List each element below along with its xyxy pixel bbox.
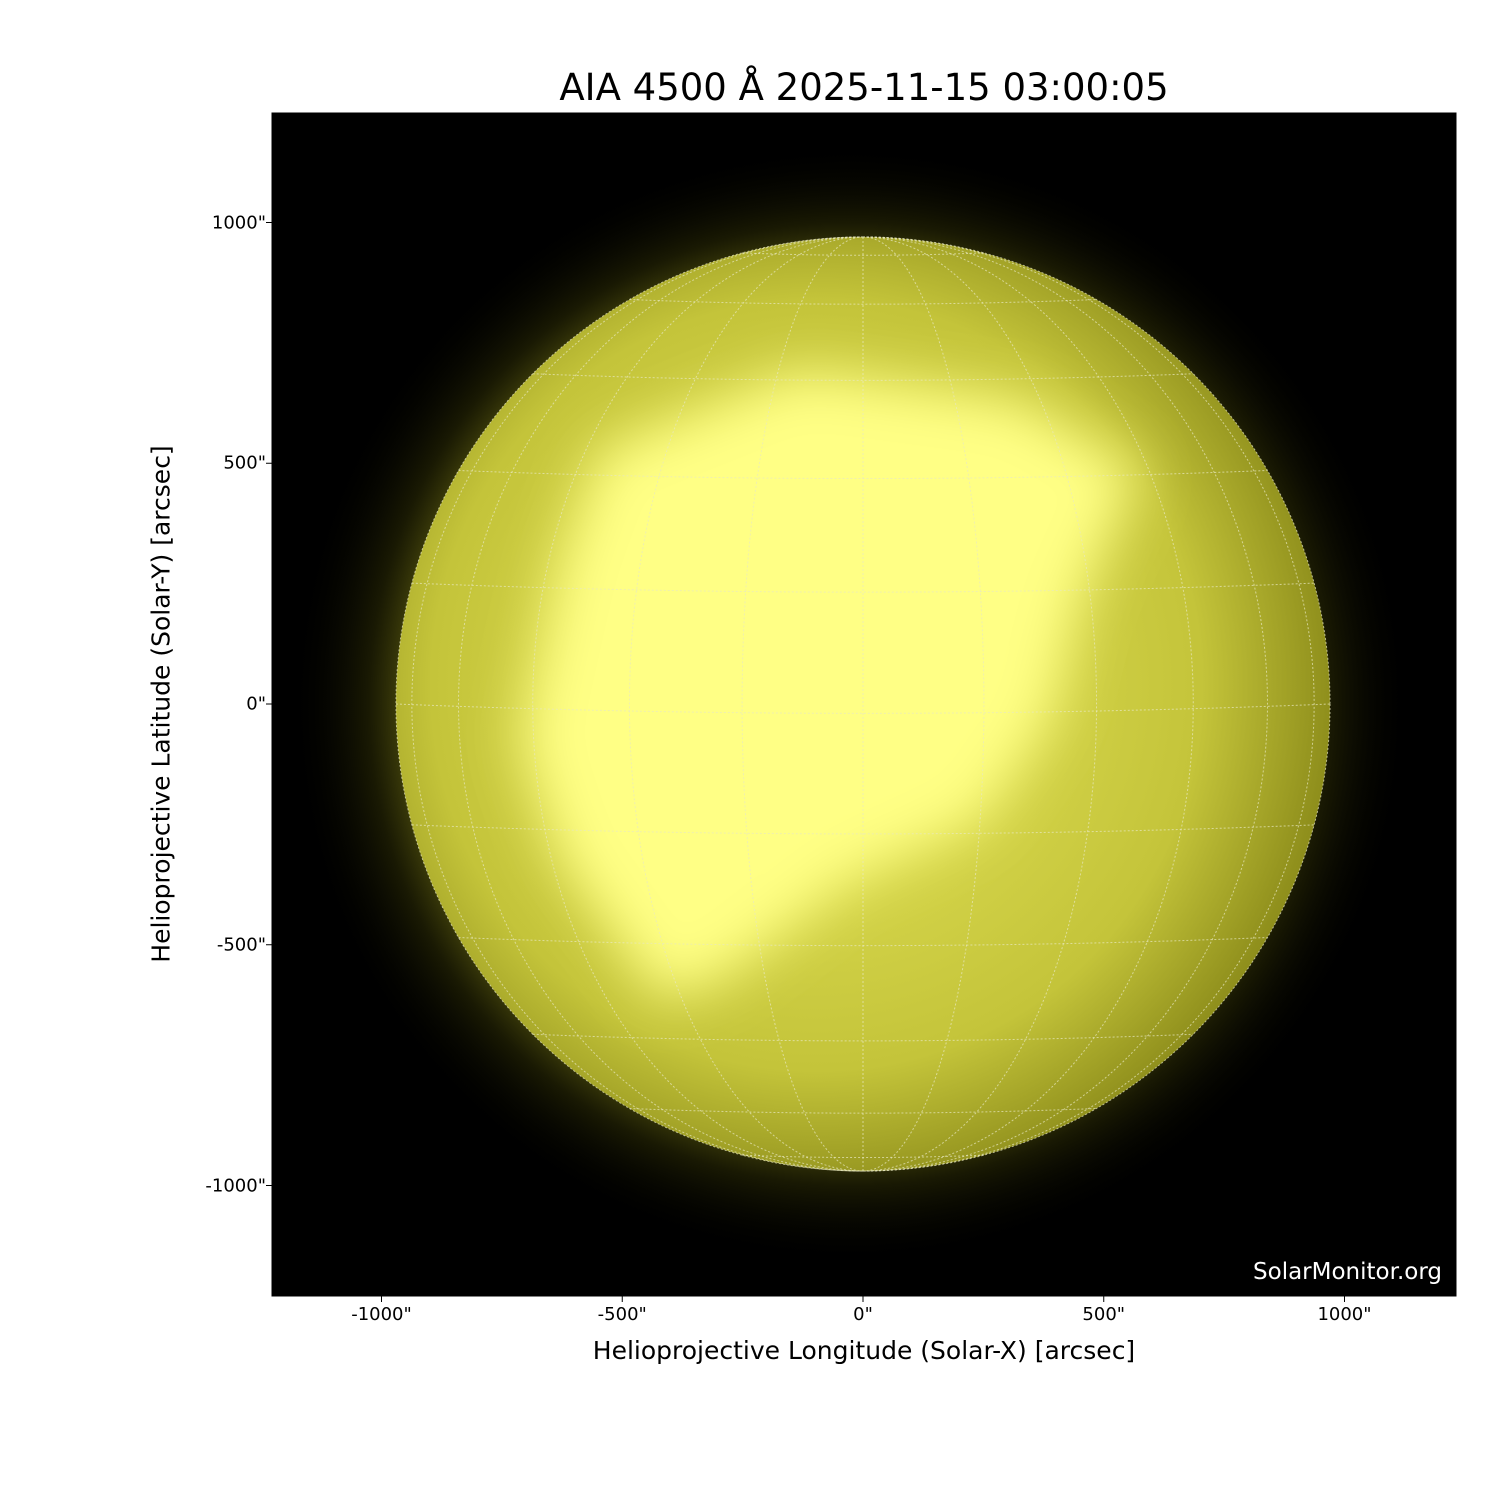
y-axis-label: Helioprojective Latitude (Solar-Y) [arcs… [146, 445, 176, 963]
x-tick-label: 500" [1082, 1304, 1126, 1325]
meridian-line [458, 236, 864, 1172]
x-tick-label: -500" [597, 1304, 647, 1325]
y-tick-label: 500" [223, 452, 266, 474]
coordinate-grid [395, 236, 1331, 1172]
meridian-line [862, 236, 1098, 1172]
y-tick-label: 0" [246, 693, 266, 715]
latitude-line [458, 469, 1268, 480]
x-tick-label: 1000" [1317, 1304, 1372, 1325]
latitude-line [532, 373, 1194, 381]
meridian-line [862, 236, 1268, 1172]
watermark: SolarMonitor.org [1253, 1259, 1442, 1285]
bright-region [520, 370, 1140, 1000]
latitude-line [458, 937, 1268, 947]
plot-title: AIA 4500 Å 2025-11-15 03:00:05 [559, 66, 1169, 109]
meridian-line [628, 236, 864, 1172]
meridian-line [862, 236, 985, 1172]
x-axis-label: Helioprojective Longitude (Solar-X) [arc… [592, 1336, 1136, 1365]
y-tick-label: -1000" [205, 1175, 266, 1196]
latitude-line [742, 1154, 984, 1159]
latitude-line [629, 299, 1097, 305]
latitude-line [629, 1107, 1097, 1114]
x-tick-label: 0" [853, 1304, 873, 1325]
meridian-line [741, 236, 864, 1172]
latitude-line [532, 1033, 1194, 1042]
y-tick-label: -500" [216, 934, 266, 956]
meridian-line [862, 236, 1315, 1172]
limb-line [395, 236, 1331, 1172]
latitude-line [742, 252, 984, 256]
y-tick-label: 1000" [211, 212, 266, 233]
meridian-line [411, 236, 864, 1172]
x-tick-label: -1000" [351, 1304, 412, 1325]
